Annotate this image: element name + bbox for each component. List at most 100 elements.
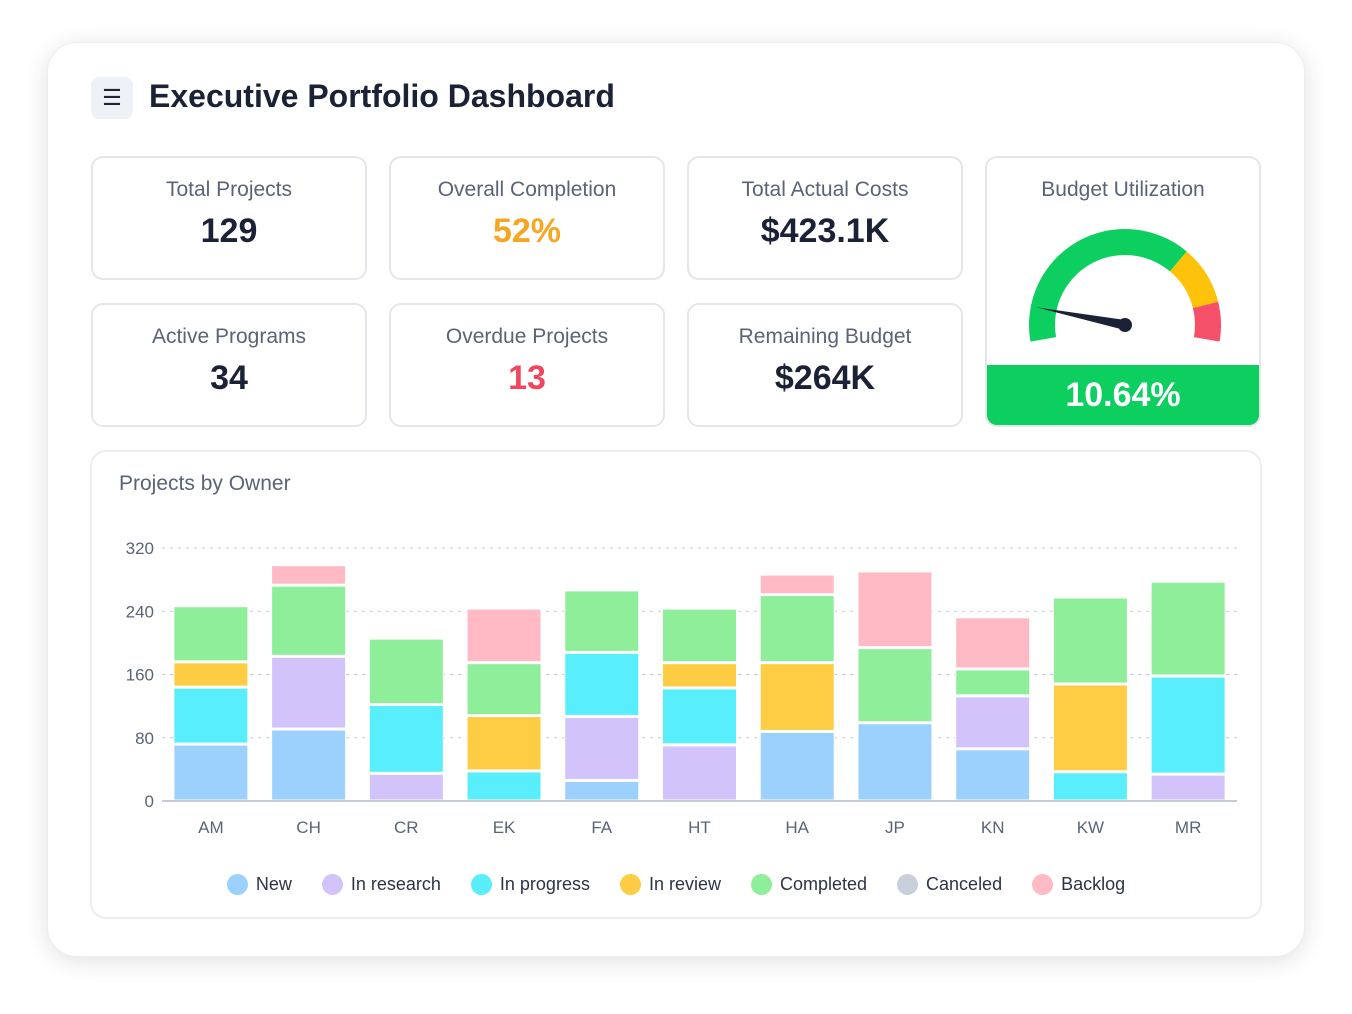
bar-JP-backlog[interactable] [857, 571, 933, 648]
bar-KW-in-review[interactable] [1052, 684, 1128, 772]
budget-gauge [1029, 228, 1221, 342]
legend-dot-icon [619, 874, 641, 895]
bar-MR-in-progress[interactable] [1150, 676, 1226, 774]
bar-FA-in-research[interactable] [564, 716, 640, 780]
bar-FA-in-progress[interactable] [564, 652, 640, 716]
kpi-card-overdue-projects: Overdue Projects 13 [389, 303, 665, 427]
legend-item-new[interactable]: New [226, 874, 292, 895]
bar-HA-backlog[interactable] [759, 574, 835, 595]
bar-FA-completed[interactable] [564, 590, 640, 652]
legend-label: In progress [499, 874, 590, 894]
bar-HA-in-review[interactable] [759, 663, 835, 731]
bar-CH-new[interactable] [271, 729, 347, 801]
hamburger-icon: ☰ [102, 85, 122, 110]
y-tick-label: 80 [135, 729, 154, 748]
projects-by-owner-card: 0 80 160 240 320 AM CH CR EK FA HT HA JP KN KW MR Proje… [90, 450, 1262, 919]
bar-HT-in-progress[interactable] [662, 688, 737, 745]
kpi-value: $423.1K [760, 212, 890, 250]
x-tick-label: JP [885, 818, 905, 837]
kpi-card-remaining-budget: Remaining Budget $264K [687, 303, 963, 427]
bar-MR-completed[interactable] [1150, 581, 1226, 676]
chart-title: Projects by Owner [119, 472, 291, 495]
kpi-value: $264K [774, 359, 876, 397]
gauge-needle-hub [1118, 318, 1132, 332]
bar-JP-new[interactable] [857, 723, 933, 801]
bar-EK-completed[interactable] [466, 663, 542, 716]
bar-MR-in-research[interactable] [1150, 774, 1226, 801]
bar-EK-in-review[interactable] [466, 716, 542, 771]
x-tick-label: MR [1175, 818, 1201, 837]
bar-KW-completed[interactable] [1052, 597, 1128, 684]
kpi-card-active-programs: Active Programs 34 [91, 303, 367, 427]
gauge-green-zone [1029, 228, 1187, 342]
gauge-needle [1036, 307, 1126, 330]
legend-item-canceled[interactable]: Canceled [897, 874, 1002, 895]
bar-HA-new[interactable] [759, 731, 835, 801]
page-title: Executive Portfolio Dashboard [149, 78, 615, 114]
menu-button[interactable]: ☰ [91, 77, 133, 119]
bar-CR-in-progress[interactable] [368, 705, 444, 773]
legend-label: Backlog [1061, 874, 1126, 894]
bar-KN-backlog[interactable] [955, 617, 1031, 669]
legend-item-completed[interactable]: Completed [750, 874, 868, 895]
gauge-red-zone [1192, 301, 1221, 342]
x-tick-label: KW [1077, 818, 1104, 837]
kpi-label: Remaining Budget [738, 325, 912, 348]
kpi-card-total-projects: Total Projects 129 [91, 156, 367, 280]
legend-label: In review [648, 874, 721, 894]
bar-CH-in-research[interactable] [271, 656, 347, 729]
kpi-value: 129 [200, 212, 258, 250]
bar-CR-completed[interactable] [368, 638, 444, 705]
legend-item-in-research[interactable]: In research [321, 874, 441, 895]
bar-AM-in-progress[interactable] [173, 687, 249, 744]
bar-CH-backlog[interactable] [271, 565, 347, 585]
kpi-label: Total Projects [165, 178, 293, 201]
legend-label: New [255, 874, 292, 894]
legend-item-in-progress[interactable]: In progress [470, 874, 590, 895]
bar-AM-new[interactable] [173, 744, 249, 801]
kpi-value: 52% [492, 212, 562, 250]
bar-HT-completed[interactable] [662, 608, 737, 663]
bar-AM-completed[interactable] [173, 606, 249, 662]
bar-EK-in-progress[interactable] [466, 771, 542, 801]
bar-KN-completed[interactable] [955, 669, 1031, 696]
legend-dot-icon [750, 874, 772, 895]
bar-CH-completed[interactable] [271, 585, 347, 656]
legend-dot-icon [226, 874, 248, 895]
budget-utilization-card: Budget Utilization 10.64% [985, 156, 1261, 427]
bar-CR-in-research[interactable] [368, 773, 444, 801]
legend-item-backlog[interactable]: Backlog [1032, 874, 1125, 895]
kpi-value: 34 [210, 359, 248, 397]
x-tick-label: CR [394, 818, 419, 837]
bar-JP-completed[interactable] [857, 648, 933, 723]
bar-FA-new[interactable] [564, 780, 640, 801]
bar-HT-in-research[interactable] [662, 745, 737, 801]
bar-EK-backlog[interactable] [466, 608, 542, 663]
x-tick-label: FA [591, 818, 612, 837]
kpi-value: 13 [508, 359, 546, 397]
chart-legend: New In research In progress In review Comple… [92, 874, 1260, 895]
legend-label: Canceled [926, 874, 1003, 894]
legend-dot-icon [470, 874, 492, 895]
kpi-label: Overdue Projects [445, 325, 609, 348]
legend-dot-icon [1032, 874, 1054, 895]
y-tick-label: 160 [126, 666, 154, 685]
bar-HA-completed[interactable] [759, 595, 835, 663]
bar-KN-in-research[interactable] [955, 696, 1031, 749]
legend-dot-icon [321, 874, 343, 895]
legend-label: Completed [779, 874, 868, 894]
kpi-label: Overall Completion [437, 178, 617, 201]
kpi-card-overall-completion: Overall Completion 52% [389, 156, 665, 280]
x-tick-label: HT [688, 818, 711, 837]
gauge-yellow-zone [1169, 251, 1219, 309]
kpi-label: Total Actual Costs [741, 178, 909, 201]
bar-KW-in-progress[interactable] [1052, 772, 1128, 801]
bar-HT-in-review[interactable] [662, 663, 737, 688]
legend-item-in-review[interactable]: In review [619, 874, 721, 895]
x-tick-label: AM [198, 818, 224, 837]
projects-by-owner-chart: 0 80 160 240 320 AM CH CR EK FA HT HA JP KN KW MR [126, 539, 1237, 837]
bar-KN-new[interactable] [955, 749, 1031, 801]
bar-AM-in-review[interactable] [173, 662, 249, 687]
budget-utilization-value: 10.64% [987, 365, 1259, 425]
legend-dot-icon [897, 874, 919, 895]
